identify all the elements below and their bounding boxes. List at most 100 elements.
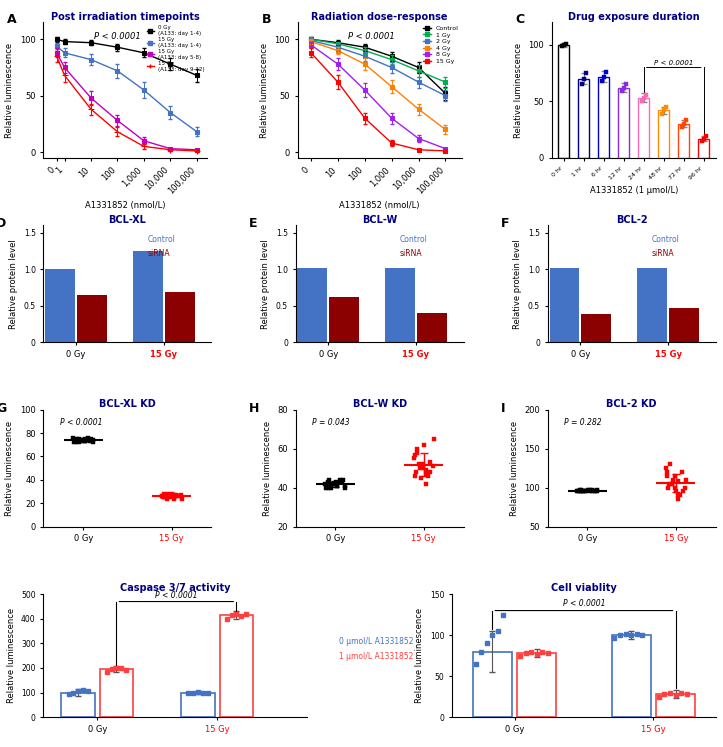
Point [573,485,584,497]
Bar [638,98,649,158]
Title: BCL-2: BCL-2 [616,214,648,225]
Point [416,458,428,470]
Point [70,434,82,446]
Point [579,485,591,497]
Title: BCL-2 KD: BCL-2 KD [607,399,657,409]
Point [680,474,692,486]
Point [322,476,334,488]
Point [408,470,420,482]
Point [424,456,436,468]
Point [161,492,173,504]
Point [662,466,673,478]
Point [417,462,429,474]
Point [172,490,184,502]
Point [85,433,97,445]
Y-axis label: Relative luminescence: Relative luminescence [510,421,518,515]
Point [85,436,96,447]
Bar [100,669,133,717]
Point [574,486,586,498]
Point [408,453,420,465]
Text: P < 0.0001: P < 0.0001 [348,32,395,41]
Point [71,434,82,446]
Point [420,468,432,480]
Point [323,478,335,490]
Point [170,489,181,501]
Point [591,486,603,498]
Point [334,476,346,488]
Point [160,492,171,503]
Point [669,470,681,482]
Title: Drug exposure duration: Drug exposure duration [568,12,700,22]
Point [320,482,332,494]
Point [73,436,85,448]
Point [424,466,436,478]
Point [661,470,672,482]
Point [428,433,440,445]
Point [414,458,425,470]
Text: F: F [500,217,509,230]
Point [340,480,351,492]
Title: BCL-W: BCL-W [362,214,397,225]
Point [411,466,422,478]
Bar [220,615,253,717]
Bar [549,267,579,342]
Y-axis label: Relative luminescence: Relative luminescence [260,43,269,137]
Point [664,458,675,470]
Point [591,484,603,496]
Bar [678,124,689,158]
Point [339,482,351,494]
Point [165,490,176,502]
Y-axis label: Relative protein level: Relative protein level [513,239,522,329]
Text: Control: Control [147,235,176,244]
Point [87,436,98,448]
Point [581,485,592,497]
Point [166,488,178,500]
Text: I: I [500,402,505,415]
Point [327,478,338,490]
Point [575,485,586,497]
Point [575,484,586,496]
Point [589,485,600,497]
Text: P = 0.043: P = 0.043 [312,418,350,427]
Point [168,490,180,502]
Point [80,433,91,445]
Point [322,474,334,486]
Point [583,485,595,497]
Point [666,478,677,490]
Point [414,462,425,474]
Point [680,482,691,494]
Point [676,466,688,478]
Point [72,433,83,445]
Text: B: B [262,13,271,26]
Point [663,478,675,490]
Text: P < 0.0001: P < 0.0001 [654,61,693,66]
Point [82,432,94,444]
Text: C: C [515,13,525,26]
Bar [297,267,328,342]
Title: Radiation dose-response: Radiation dose-response [312,12,448,22]
Bar [656,694,695,717]
Point [176,492,187,504]
Point [332,480,343,492]
Title: BCL-W KD: BCL-W KD [353,399,406,409]
Point [420,478,432,490]
Bar [612,635,651,717]
Point [582,484,594,496]
Point [157,490,168,502]
Point [71,436,82,448]
Point [574,484,586,496]
Bar [473,651,512,717]
Y-axis label: Relative protein level: Relative protein level [9,239,18,329]
Bar [698,138,709,158]
Point [586,485,598,497]
Y-axis label: Relative luminescence: Relative luminescence [514,43,523,137]
Point [332,480,343,492]
Point [158,488,170,500]
Point [156,490,168,502]
Point [158,492,169,503]
Point [422,470,434,482]
Point [74,434,86,446]
Point [666,478,677,490]
Point [330,476,342,488]
Y-axis label: Relative protein level: Relative protein level [261,239,270,329]
